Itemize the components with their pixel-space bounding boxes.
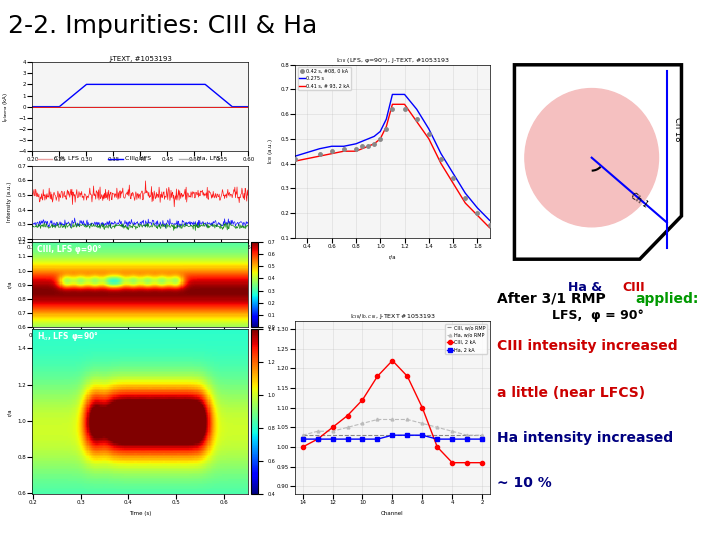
Text: Ha intensity increased: Ha intensity increased xyxy=(497,431,673,445)
Text: 11/25        Nengchao Wang | Island Divertor on J-TEXT | HISW, Mar. 26-28, 2018: 11/25 Nengchao Wang | Island Divertor on… xyxy=(112,516,608,529)
Text: CIII, LFS φ=90°: CIII, LFS φ=90° xyxy=(37,245,101,254)
Text: H$_α$, LFS φ=90°: H$_α$, LFS φ=90° xyxy=(37,330,99,343)
Title: I$_{CIII}$/I$_{0,CIII}$, J-TEXT #1053193: I$_{CIII}$/I$_{0,CIII}$, J-TEXT #1053193 xyxy=(350,313,435,321)
Y-axis label: I$_{plasma}$ (kA): I$_{plasma}$ (kA) xyxy=(2,91,12,122)
Legend: CIII, w/o RMP, Ha, w/o RMP, CIII, 2 kA, Ha, 2 kA: CIII, w/o RMP, Ha, w/o RMP, CIII, 2 kA, … xyxy=(446,324,487,354)
Title: J-TEXT, #1053193: J-TEXT, #1053193 xyxy=(109,56,172,62)
Title: I$_{CIII}$ (LFS, φ=90°), J-TEXT, #1053193: I$_{CIII}$ (LFS, φ=90°), J-TEXT, #105319… xyxy=(336,56,449,65)
Y-axis label: I$_{CIII}$ (a.u.): I$_{CIII}$ (a.u.) xyxy=(266,138,274,164)
Y-axis label: r/a: r/a xyxy=(7,281,12,288)
Y-axis label: Intensity (a.u.): Intensity (a.u.) xyxy=(7,182,12,222)
X-axis label: Time (s): Time (s) xyxy=(129,511,152,516)
Text: applied:: applied: xyxy=(635,292,698,306)
Text: After 3/1 RMP: After 3/1 RMP xyxy=(497,292,611,306)
Text: CIII, LFS: CIII, LFS xyxy=(54,156,79,161)
X-axis label: r/a: r/a xyxy=(389,254,396,259)
Text: Ch 18: Ch 18 xyxy=(672,117,682,142)
Circle shape xyxy=(525,89,659,227)
Text: CIII intensity increased: CIII intensity increased xyxy=(497,339,678,353)
Y-axis label: r/a: r/a xyxy=(7,408,12,416)
Text: a little (near LFCS): a little (near LFCS) xyxy=(497,386,645,400)
Text: 2-2. Impurities: CIII & Ha: 2-2. Impurities: CIII & Ha xyxy=(9,14,318,38)
Polygon shape xyxy=(514,65,681,259)
Text: CIII: CIII xyxy=(622,281,645,294)
X-axis label: Channel: Channel xyxy=(381,511,404,516)
Text: CIII, HFS: CIII, HFS xyxy=(125,156,151,161)
Text: ~ 10 %: ~ 10 % xyxy=(497,476,552,490)
Legend: 0.42 s, #08, 0 kA, 0.275 s, 0.41 s, # 93, 2 kA: 0.42 s, #08, 0 kA, 0.275 s, 0.41 s, # 93… xyxy=(297,68,351,90)
Text: LFS,  φ = 90°: LFS, φ = 90° xyxy=(552,309,644,322)
Text: Ha &: Ha & xyxy=(568,281,607,294)
Text: Ch 1: Ch 1 xyxy=(629,192,650,210)
Text: Ha, LFS: Ha, LFS xyxy=(197,156,220,161)
